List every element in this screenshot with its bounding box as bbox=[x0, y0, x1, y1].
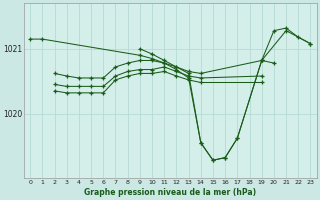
X-axis label: Graphe pression niveau de la mer (hPa): Graphe pression niveau de la mer (hPa) bbox=[84, 188, 256, 197]
